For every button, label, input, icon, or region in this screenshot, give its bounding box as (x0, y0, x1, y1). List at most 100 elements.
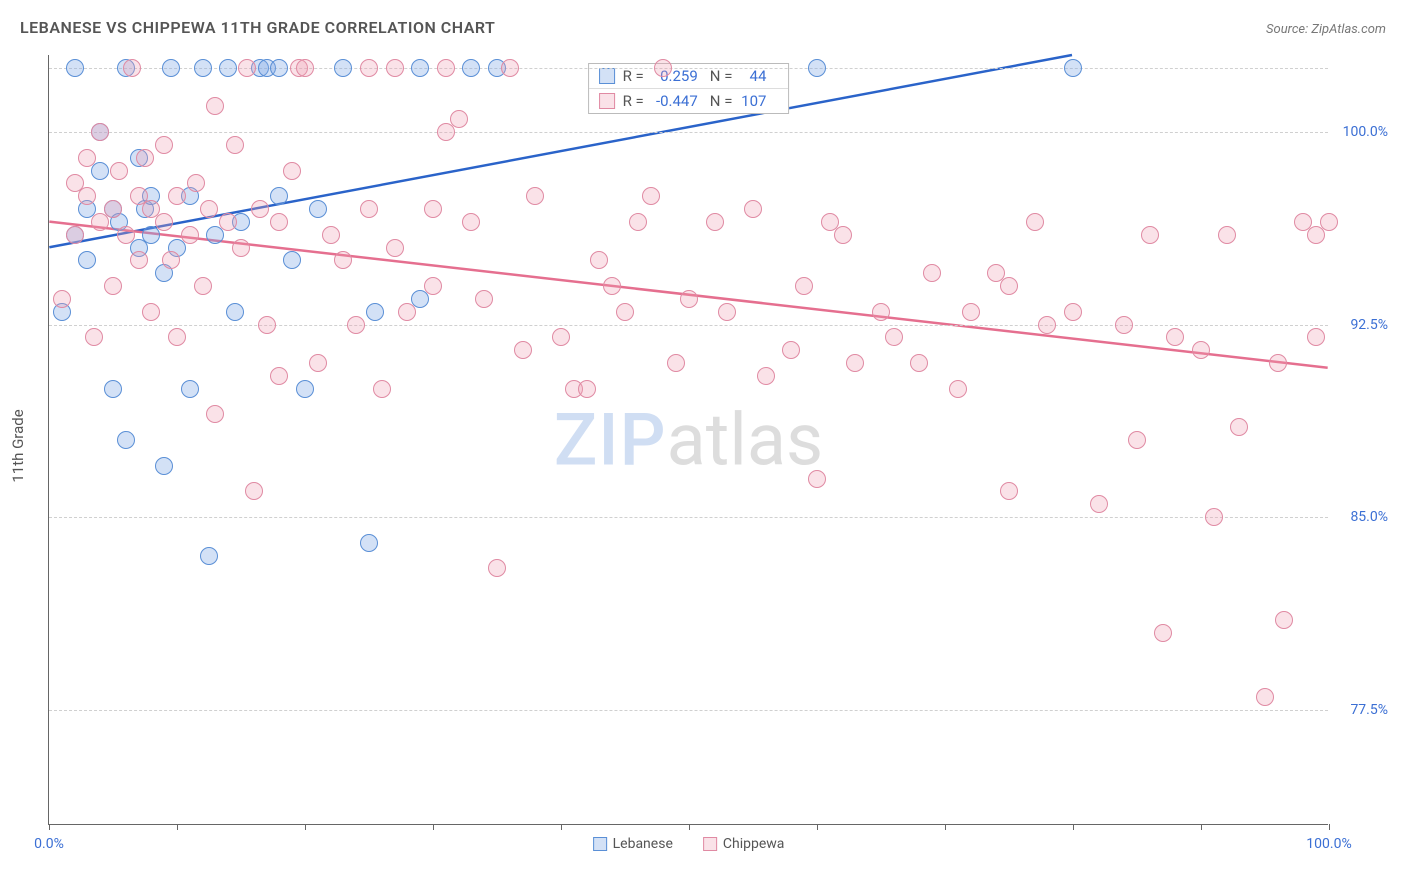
data-point (1064, 59, 1082, 77)
data-point (1192, 341, 1210, 359)
data-point (834, 226, 852, 244)
data-point (194, 277, 212, 295)
data-point (117, 431, 135, 449)
data-point (53, 290, 71, 308)
correlation-row: R =-0.447N =107 (589, 88, 789, 113)
data-point (578, 380, 596, 398)
data-point (270, 367, 288, 385)
data-point (885, 328, 903, 346)
data-point (245, 482, 263, 500)
data-point (206, 97, 224, 115)
data-point (334, 251, 352, 269)
series-swatch (599, 68, 615, 84)
data-point (155, 457, 173, 475)
data-point (270, 59, 288, 77)
r-label: R = (623, 92, 644, 110)
r-label: R = (623, 67, 644, 85)
data-point (360, 200, 378, 218)
data-point (117, 226, 135, 244)
data-point (123, 59, 141, 77)
data-point (258, 316, 276, 334)
x-tick (689, 824, 690, 830)
data-point (1269, 354, 1287, 372)
data-point (181, 380, 199, 398)
data-point (475, 290, 493, 308)
x-tick (49, 824, 50, 830)
data-point (142, 303, 160, 321)
gridline (49, 517, 1328, 518)
series-swatch (599, 93, 615, 109)
data-point (309, 354, 327, 372)
data-point (910, 354, 928, 372)
data-point (155, 213, 173, 231)
x-tick (1073, 824, 1074, 830)
data-point (603, 277, 621, 295)
data-point (219, 59, 237, 77)
x-tick (561, 824, 562, 830)
data-point (136, 149, 154, 167)
data-point (450, 110, 468, 128)
data-point (360, 534, 378, 552)
data-point (1115, 316, 1133, 334)
data-point (168, 328, 186, 346)
data-point (78, 187, 96, 205)
data-point (270, 213, 288, 231)
data-point (91, 123, 109, 141)
data-point (1320, 213, 1338, 231)
plot-area: ZIPatlas R =0.259N =44R =-0.447N =107 Le… (48, 55, 1328, 825)
gridline (49, 132, 1328, 133)
data-point (296, 380, 314, 398)
data-point (206, 405, 224, 423)
data-point (232, 239, 250, 257)
data-point (334, 59, 352, 77)
data-point (366, 303, 384, 321)
data-point (155, 136, 173, 154)
data-point (187, 174, 205, 192)
n-label: N = (710, 67, 733, 85)
data-point (629, 213, 647, 231)
data-point (757, 367, 775, 385)
trend-line (49, 55, 1072, 247)
data-point (590, 251, 608, 269)
data-point (104, 277, 122, 295)
data-point (1275, 611, 1293, 629)
data-point (424, 200, 442, 218)
data-point (226, 303, 244, 321)
y-tick-label: 92.5% (1350, 317, 1388, 333)
data-point (1064, 303, 1082, 321)
data-point (718, 303, 736, 321)
data-point (526, 187, 544, 205)
data-point (398, 303, 416, 321)
data-point (488, 559, 506, 577)
data-point (462, 213, 480, 231)
data-point (1154, 624, 1172, 642)
data-point (1090, 495, 1108, 513)
data-point (251, 200, 269, 218)
data-point (1307, 328, 1325, 346)
y-axis-title: 11th Grade (9, 409, 27, 482)
data-point (1000, 277, 1018, 295)
data-point (386, 239, 404, 257)
data-point (283, 162, 301, 180)
data-point (501, 59, 519, 77)
x-tick (305, 824, 306, 830)
data-point (782, 341, 800, 359)
data-point (1230, 418, 1248, 436)
correlation-box: R =0.259N =44R =-0.447N =107 (588, 63, 790, 114)
data-point (795, 277, 813, 295)
bottom-legend: LebaneseChippewa (593, 836, 785, 852)
data-point (386, 59, 404, 77)
data-point (706, 213, 724, 231)
gridline (49, 325, 1328, 326)
data-point (373, 380, 391, 398)
n-value: 44 (736, 67, 766, 85)
data-point (200, 547, 218, 565)
data-point (226, 136, 244, 154)
data-point (66, 226, 84, 244)
x-tick (177, 824, 178, 830)
data-point (162, 251, 180, 269)
watermark: ZIPatlas (554, 397, 823, 482)
data-point (923, 264, 941, 282)
watermark-atlas: atlas (667, 397, 824, 482)
data-point (91, 162, 109, 180)
